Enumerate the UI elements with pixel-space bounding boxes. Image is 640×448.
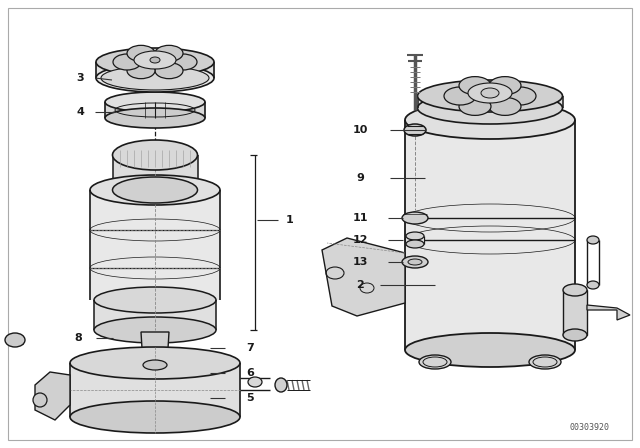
Polygon shape [90, 190, 220, 300]
Polygon shape [322, 238, 405, 316]
Ellipse shape [155, 63, 183, 79]
Ellipse shape [70, 347, 240, 379]
Polygon shape [113, 155, 198, 190]
Ellipse shape [105, 92, 205, 112]
Ellipse shape [105, 108, 205, 128]
Ellipse shape [90, 175, 220, 205]
Polygon shape [405, 120, 575, 350]
Ellipse shape [101, 66, 209, 90]
Text: 11: 11 [352, 213, 368, 223]
Ellipse shape [563, 329, 587, 341]
Ellipse shape [70, 401, 240, 433]
Ellipse shape [134, 51, 176, 69]
Ellipse shape [417, 92, 563, 124]
Text: 13: 13 [352, 257, 368, 267]
Ellipse shape [155, 45, 183, 61]
Polygon shape [35, 372, 70, 420]
Ellipse shape [96, 48, 214, 76]
Ellipse shape [248, 377, 262, 387]
Ellipse shape [406, 240, 424, 248]
Text: 10: 10 [352, 125, 368, 135]
Text: 5: 5 [246, 393, 254, 403]
Ellipse shape [143, 360, 167, 370]
Ellipse shape [94, 287, 216, 313]
Text: 1: 1 [286, 215, 294, 225]
Ellipse shape [151, 145, 159, 151]
Ellipse shape [94, 317, 216, 343]
Polygon shape [141, 332, 169, 365]
Text: 3: 3 [76, 73, 84, 83]
Ellipse shape [459, 97, 491, 116]
Ellipse shape [127, 45, 155, 61]
Ellipse shape [113, 177, 198, 203]
Ellipse shape [127, 63, 155, 79]
Text: 4: 4 [76, 107, 84, 117]
Ellipse shape [150, 57, 160, 63]
Ellipse shape [468, 83, 512, 103]
Ellipse shape [169, 54, 197, 70]
Polygon shape [406, 236, 424, 244]
Ellipse shape [402, 256, 428, 268]
Text: 12: 12 [352, 235, 368, 245]
Ellipse shape [405, 101, 575, 139]
Text: 2: 2 [356, 280, 364, 290]
Ellipse shape [33, 393, 47, 407]
Ellipse shape [489, 77, 521, 95]
Ellipse shape [563, 284, 587, 296]
Polygon shape [417, 96, 563, 108]
Ellipse shape [5, 333, 25, 347]
Ellipse shape [504, 87, 536, 105]
Ellipse shape [419, 355, 451, 369]
Ellipse shape [113, 140, 198, 170]
Ellipse shape [587, 236, 599, 244]
Polygon shape [96, 62, 214, 78]
Ellipse shape [402, 212, 428, 224]
Ellipse shape [459, 77, 491, 95]
Ellipse shape [406, 232, 424, 240]
Ellipse shape [529, 355, 561, 369]
Polygon shape [105, 102, 205, 118]
Ellipse shape [489, 97, 521, 116]
Ellipse shape [405, 333, 575, 367]
Ellipse shape [417, 80, 563, 112]
Ellipse shape [113, 54, 141, 70]
Polygon shape [563, 290, 587, 335]
Text: 00303920: 00303920 [570, 423, 610, 432]
Text: 6: 6 [246, 368, 254, 378]
Ellipse shape [404, 124, 426, 136]
Ellipse shape [96, 64, 214, 92]
Text: 8: 8 [74, 333, 82, 343]
Ellipse shape [481, 88, 499, 98]
Text: 7: 7 [246, 343, 254, 353]
Ellipse shape [587, 281, 599, 289]
Ellipse shape [275, 378, 287, 392]
Text: 9: 9 [356, 173, 364, 183]
Polygon shape [94, 300, 216, 330]
Polygon shape [70, 363, 240, 417]
Polygon shape [587, 305, 630, 320]
Ellipse shape [444, 87, 476, 105]
Ellipse shape [408, 259, 422, 265]
